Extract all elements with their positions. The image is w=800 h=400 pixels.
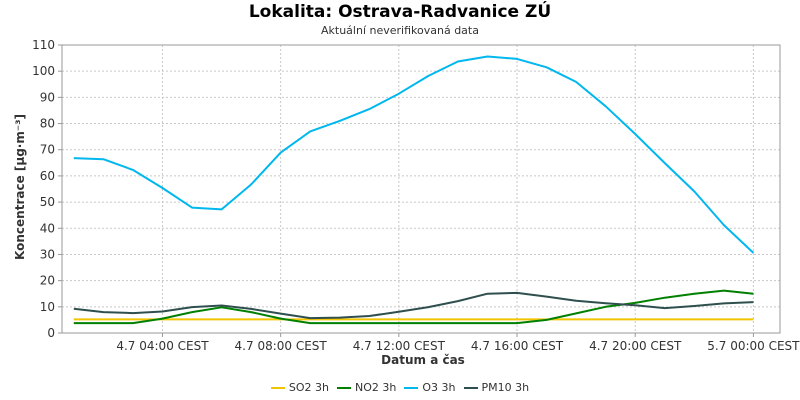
legend-swatch — [463, 387, 478, 389]
y-tick-label: 110 — [32, 38, 55, 52]
x-axis: 4.7 04:00 CEST 4.7 08:00 CEST 4.7 12:00 CE… — [116, 333, 800, 353]
x-tick-label: 4.7 04:00 CEST — [116, 339, 209, 353]
legend-item-pm10-3h: PM10 3h — [463, 381, 530, 394]
chart-subtitle: Aktuální neverifikovaná data — [321, 24, 479, 37]
x-tick-label: 4.7 12:00 CEST — [353, 339, 446, 353]
y-tick-label: 90 — [40, 90, 55, 104]
legend-item-so2-3h: SO2 3h — [270, 381, 330, 394]
legend-label: NO2 3h — [355, 381, 397, 394]
y-tick-label: 10 — [40, 300, 55, 314]
legend-label: PM10 3h — [481, 381, 530, 394]
x-tick-label: 4.7 20:00 CEST — [589, 339, 682, 353]
y-tick-label: 60 — [40, 169, 55, 183]
x-tick-label: 4.7 16:00 CEST — [471, 339, 564, 353]
series-line-pm10-3h — [73, 291, 754, 320]
legend-swatch — [404, 387, 419, 389]
x-tick-label: 4.7 08:00 CEST — [235, 339, 328, 353]
x-axis-label: Datum a čas — [381, 353, 465, 367]
legend-swatch — [337, 387, 352, 389]
y-tick-label: 20 — [40, 274, 55, 288]
line-chart: 0 10 20 30 40 50 60 70 80 90 100 110 4.7 04:00 CEST… — [13, 38, 800, 367]
y-tick-label: 80 — [40, 117, 55, 131]
y-axis: 0 10 20 30 40 50 60 70 80 90 100 110 — [32, 38, 62, 340]
legend-item-no2-3h: NO2 3h — [337, 381, 396, 394]
grid — [62, 45, 780, 333]
series-line-no2-3h — [73, 289, 754, 325]
legend-label: O3 3h — [422, 381, 456, 394]
y-tick-label: 30 — [40, 247, 55, 261]
chart-title: Lokalita: Ostrava-Radvanice ZÚ — [248, 2, 552, 22]
y-axis-label: Koncentrace [µg·m⁻³] — [13, 114, 27, 260]
y-tick-label: 40 — [40, 221, 55, 235]
plot-area — [61, 44, 781, 334]
y-tick-label: 50 — [40, 195, 55, 209]
y-tick-label: 70 — [40, 143, 55, 157]
legend-label: SO2 3h — [288, 381, 330, 394]
y-tick-label: 100 — [32, 64, 55, 78]
y-tick-label: 0 — [47, 326, 55, 340]
legend-swatch — [270, 387, 285, 389]
series-group — [73, 55, 755, 325]
legend: SO2 3h NO2 3h O3 3h PM10 3h — [0, 381, 800, 394]
x-tick-label: 5.7 00:00 CEST — [707, 339, 800, 353]
series-line-o3-3h — [73, 55, 755, 254]
legend-item-o3-3h: O3 3h — [404, 381, 456, 394]
